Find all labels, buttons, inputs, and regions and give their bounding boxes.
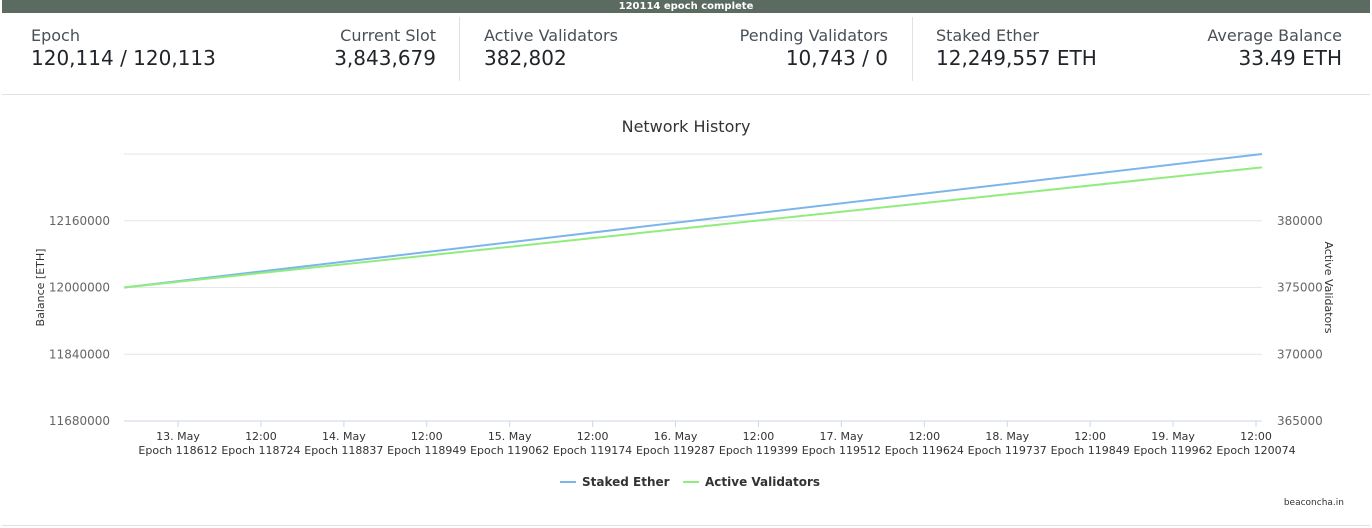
stat-pending-validators-label: Pending Validators [739, 26, 888, 45]
x-tick-epoch: Epoch 119287 [636, 444, 715, 457]
x-tick-epoch: Epoch 120074 [1216, 444, 1295, 457]
stat-pending-validators-value: 10,743 / 0 [785, 46, 888, 70]
series-line-active-validators [123, 166, 1263, 289]
x-tick-date: 12:00 [908, 430, 940, 443]
y-left-tick-label: 12160000 [49, 214, 110, 228]
x-tick-epoch: Epoch 119624 [885, 444, 964, 457]
x-tick-epoch: Epoch 119849 [1051, 444, 1130, 457]
y-left-tick-label: 11840000 [49, 347, 110, 361]
x-tick-date: 17. May [820, 430, 864, 443]
stats-panel: Epoch 120,114 / 120,113 Current Slot 3,8… [2, 14, 1370, 95]
x-tick-epoch: Epoch 119737 [968, 444, 1047, 457]
y-right-tick-label: 380000 [1277, 214, 1323, 228]
x-tick-date: 12:00 [411, 430, 443, 443]
stat-average-balance: Average Balance 33.49 ETH [1207, 26, 1342, 70]
status-banner: 120114 epoch complete [2, 0, 1370, 13]
stat-epoch-value: 120,114 / 120,113 [31, 46, 216, 70]
y-right-tick-label: 365000 [1277, 414, 1323, 428]
x-tick-epoch: Epoch 119174 [553, 444, 632, 457]
x-tick-date: 18. May [985, 430, 1029, 443]
x-tick-date: 12:00 [577, 430, 609, 443]
stat-divider [912, 17, 913, 81]
stat-epoch: Epoch 120,114 / 120,113 [31, 26, 216, 70]
series-line-staked-ether [123, 153, 1263, 289]
y-left-tick-label: 11680000 [49, 414, 110, 428]
x-tick-date: 12:00 [1240, 430, 1272, 443]
stat-staked-ether-value: 12,249,557 ETH [936, 46, 1097, 70]
x-tick-date: 14. May [322, 430, 366, 443]
x-tick-epoch: Epoch 119512 [802, 444, 881, 457]
network-history-card: Network History 11680000 11840000 12000000 1… [2, 95, 1370, 526]
stat-staked-ether-label: Staked Ether [936, 26, 1039, 45]
stat-staked-ether: Staked Ether 12,249,557 ETH [936, 26, 1097, 70]
x-tick-date: 19. May [1151, 430, 1195, 443]
y-right-tick-label: 375000 [1277, 281, 1323, 295]
x-tick-date: 16. May [654, 430, 698, 443]
x-tick-date: 12:00 [1074, 430, 1106, 443]
stat-average-balance-value: 33.49 ETH [1238, 46, 1342, 70]
chart-credit: beaconcha.in [1283, 498, 1344, 508]
stat-current-slot-label: Current Slot [340, 26, 436, 45]
x-tick-date: 12:00 [743, 430, 775, 443]
x-tick-epoch: Epoch 118837 [304, 444, 383, 457]
legend-label: Active Validators [705, 475, 820, 489]
x-tick-epoch: Epoch 119962 [1133, 444, 1212, 457]
stat-pending-validators: Pending Validators 10,743 / 0 [740, 26, 888, 70]
stat-epoch-label: Epoch [31, 26, 80, 45]
stat-current-slot-value: 3,843,679 [334, 46, 436, 70]
stat-divider [459, 17, 460, 81]
stat-current-slot: Current Slot 3,843,679 [334, 26, 436, 70]
x-tick-date: 12:00 [245, 430, 277, 443]
x-tick-epoch: Epoch 118724 [221, 444, 300, 457]
legend-label: Staked Ether [582, 475, 670, 489]
x-tick-epoch: Epoch 119062 [470, 444, 549, 457]
x-tick-epoch: Epoch 118612 [138, 444, 217, 457]
stat-active-validators-label: Active Validators [484, 26, 618, 45]
y-left-axis-title: Balance [ETH] [34, 249, 47, 327]
stat-active-validators-value: 382,802 [484, 46, 567, 70]
x-tick-epoch: Epoch 118949 [387, 444, 466, 457]
x-tick-date: 15. May [488, 430, 532, 443]
chart-title: Network History [622, 117, 751, 136]
stat-average-balance-label: Average Balance [1207, 26, 1342, 45]
x-tick-date: 13. May [156, 430, 200, 443]
y-left-tick-label: 12000000 [49, 281, 110, 295]
network-history-chart[interactable]: Network History 11680000 11840000 12000000 1… [2, 95, 1370, 525]
stat-active-validators: Active Validators 382,802 [484, 26, 618, 70]
y-right-axis-title: Active Validators [1322, 241, 1335, 333]
y-right-tick-label: 370000 [1277, 347, 1323, 361]
x-tick-epoch: Epoch 119399 [719, 444, 798, 457]
